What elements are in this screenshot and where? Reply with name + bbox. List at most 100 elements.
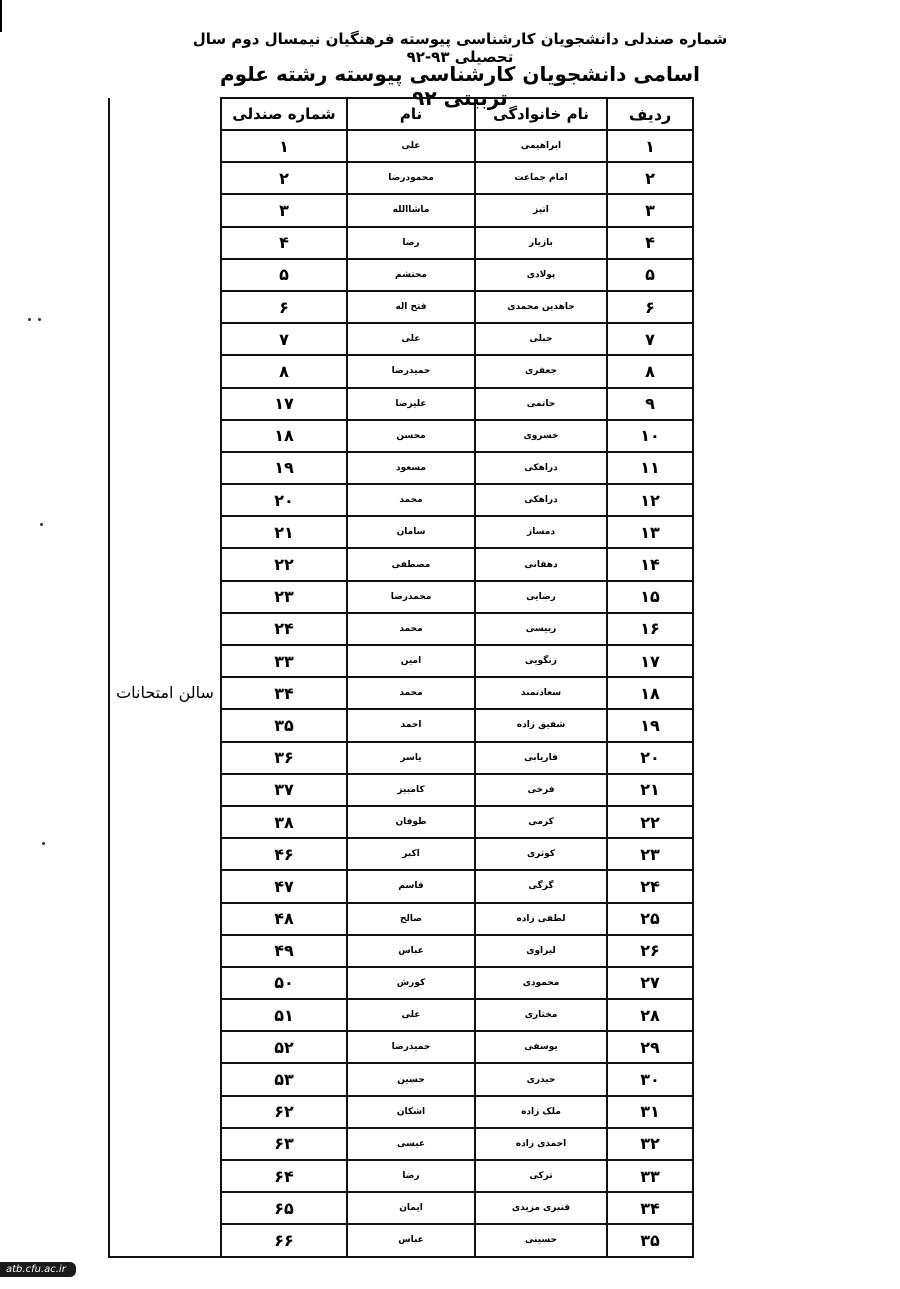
- cell-last-name: دراهکی: [474, 450, 608, 486]
- cell-row-number: ۲: [606, 161, 694, 196]
- table-row: ۳۵ حسینی عباس ۶۶: [109, 1223, 694, 1258]
- table-row: ۲۵ لطفی زاده صالح ۴۸: [109, 901, 694, 936]
- cell-last-name: سعادتمند: [474, 676, 608, 711]
- cell-seat-number: ۶: [220, 289, 348, 325]
- column-header-location-blank: [108, 98, 222, 130]
- cell-row-number: ۳۱: [606, 1094, 694, 1129]
- table-row: ۸ جعفری حمیدرضا ۸: [109, 354, 694, 389]
- cell-last-name: فاریابی: [474, 740, 608, 775]
- cell-seat-number: ۸: [220, 354, 348, 389]
- cell-seat-number: ۶۶: [220, 1223, 348, 1258]
- table-row: ۲ امام جماعت محمودرضا ۲: [109, 161, 694, 196]
- cell-row-number: ۲۷: [606, 965, 694, 1001]
- table-row: ۳۰ حیدری حسین ۵۳: [109, 1062, 694, 1097]
- column-header-seat-number: شماره صندلی: [220, 97, 348, 131]
- cell-seat-number: ۳۷: [220, 772, 348, 807]
- table-row: ۱۵ رضایی محمدرضا ۲۳: [109, 579, 694, 614]
- cell-first-name: حسین: [346, 1062, 476, 1097]
- cell-exam-hall: سالن امتحانات: [108, 130, 222, 1258]
- cell-last-name: خسروی: [474, 418, 608, 453]
- cell-last-name: لیراوی: [474, 933, 608, 968]
- cell-last-name: حسینی: [474, 1223, 608, 1258]
- table-row: ۱۹ شفیق زاده احمد ۳۵: [109, 708, 694, 743]
- cell-row-number: ۵: [606, 257, 694, 292]
- cell-row-number: ۲۹: [606, 1030, 694, 1065]
- cell-seat-number: ۱۷: [220, 386, 348, 421]
- cell-last-name: رییسی: [474, 611, 608, 647]
- cell-row-number: ۴: [606, 225, 694, 260]
- cell-seat-number: ۳۶: [220, 740, 348, 775]
- cell-seat-number: ۱۸: [220, 418, 348, 453]
- cell-row-number: ۲۰: [606, 740, 694, 775]
- cell-first-name: حمیدرضا: [346, 354, 476, 389]
- cell-last-name: رضایی: [474, 579, 608, 614]
- table-row: ۱ ابراهیمی علی ۱ سالن امتحانات: [108, 128, 694, 1258]
- cell-first-name: محمد: [346, 676, 476, 711]
- table-row: ۲۳ کوثری اکبر ۴۶: [109, 837, 694, 872]
- cell-first-name: عیسی: [346, 1126, 476, 1162]
- cell-first-name: محسن: [346, 418, 476, 453]
- cell-first-name: اشکان: [346, 1094, 476, 1129]
- cell-last-name: محمودی: [474, 965, 608, 1001]
- cell-first-name: صالح: [346, 901, 476, 936]
- cell-first-name: علی: [346, 322, 476, 357]
- cell-first-name: علی: [346, 128, 476, 164]
- cell-first-name: فتح اله: [346, 289, 476, 325]
- cell-first-name: محمد: [346, 611, 476, 647]
- table-row: ۲۶ لیراوی عباس ۴۹: [109, 933, 694, 968]
- cell-row-number: ۱۷: [606, 643, 694, 679]
- cell-seat-number: ۲۱: [220, 515, 348, 550]
- cell-first-name: امین: [346, 643, 476, 679]
- cell-first-name: حمیدرضا: [346, 1030, 476, 1065]
- cell-row-number: ۱۱: [606, 450, 694, 486]
- cell-last-name: دمساز: [474, 515, 608, 550]
- cell-last-name: یوسفی: [474, 1030, 608, 1065]
- scan-speck: [28, 318, 31, 321]
- cell-row-number: ۲۴: [606, 869, 694, 904]
- cell-seat-number: ۴۸: [220, 901, 348, 936]
- cell-last-name: شفیق زاده: [474, 708, 608, 743]
- seating-table: ردیف نام خانوادگی نام شماره صندلی ۱ ابراه…: [108, 97, 694, 1258]
- cell-last-name: کوثری: [474, 837, 608, 872]
- cell-first-name: عباس: [346, 933, 476, 968]
- cell-seat-number: ۳۵: [220, 708, 348, 743]
- cell-seat-number: ۵۱: [220, 998, 348, 1033]
- cell-first-name: سامان: [346, 515, 476, 550]
- table-row: ۱۶ رییسی محمد ۲۴: [109, 611, 694, 647]
- table-row: ۲۱ فرخی کامبیز ۳۷: [109, 772, 694, 807]
- cell-row-number: ۳۰: [606, 1062, 694, 1097]
- table-row: ۲۰ فاریابی یاسر ۳۶: [109, 740, 694, 775]
- cell-seat-number: ۴: [220, 225, 348, 260]
- cell-seat-number: ۶۳: [220, 1126, 348, 1162]
- column-header-last-name: نام خانوادگی: [474, 97, 608, 131]
- cell-row-number: ۱: [606, 128, 694, 164]
- cell-seat-number: ۴۷: [220, 869, 348, 904]
- cell-first-name: کورش: [346, 965, 476, 1001]
- cell-row-number: ۱۳: [606, 515, 694, 550]
- table-row: ۱۲ دراهکی محمد ۲۰: [109, 483, 694, 518]
- cell-first-name: اکبر: [346, 837, 476, 872]
- cell-row-number: ۳۴: [606, 1191, 694, 1226]
- table-row: ۱۷ زنگویی امین ۳۳: [109, 643, 694, 679]
- cell-first-name: علیرضا: [346, 386, 476, 421]
- cell-seat-number: ۲۳: [220, 579, 348, 614]
- cell-seat-number: ۶۵: [220, 1191, 348, 1226]
- table-row: ۱۰ خسروی محسن ۱۸: [109, 418, 694, 453]
- cell-last-name: کرمی: [474, 804, 608, 840]
- cell-seat-number: ۶۴: [220, 1158, 348, 1194]
- cell-first-name: محمد: [346, 483, 476, 518]
- scan-speck: [42, 842, 45, 845]
- column-header-row-number: ردیف: [606, 97, 694, 131]
- table-row: ۳۴ قنبری مزیدی ایمان ۶۵: [109, 1191, 694, 1226]
- cell-seat-number: ۵۰: [220, 965, 348, 1001]
- cell-row-number: ۲۶: [606, 933, 694, 968]
- cell-last-name: اتیز: [474, 193, 608, 228]
- table-row: ۲۸ مختاری علی ۵۱: [109, 998, 694, 1033]
- cell-last-name: دهقانی: [474, 547, 608, 582]
- cell-last-name: لطفی زاده: [474, 901, 608, 936]
- cell-last-name: قنبری مزیدی: [474, 1191, 608, 1226]
- cell-first-name: محمودرضا: [346, 161, 476, 196]
- cell-first-name: رضا: [346, 1158, 476, 1194]
- cell-row-number: ۲۵: [606, 901, 694, 936]
- cell-last-name: ابراهیمی: [474, 128, 608, 164]
